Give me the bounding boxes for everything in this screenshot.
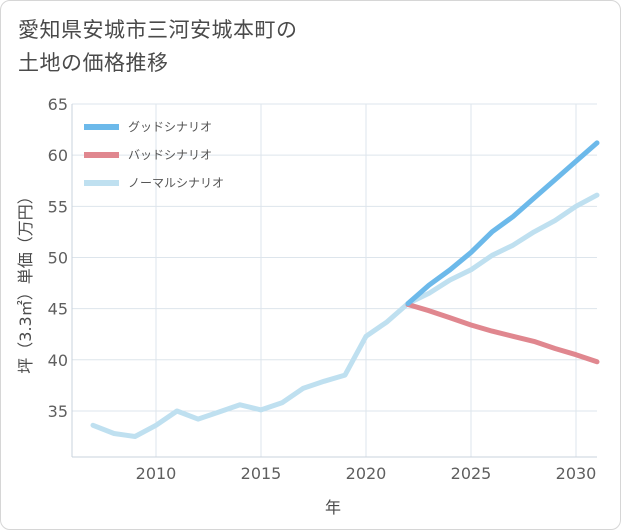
series-line-1 (405, 302, 600, 365)
chart-title: 愛知県安城市三河安城本町の 土地の価格推移 (18, 14, 298, 80)
y-tick-label: 40 (48, 351, 68, 370)
series (90, 140, 600, 439)
grid (72, 103, 597, 457)
y-tick-label: 35 (48, 402, 68, 421)
x-tick-label: 2025 (451, 464, 492, 483)
y-axis-label: 坪（3.3㎡）単価（万円） (16, 188, 35, 373)
chart-title-line-2: 土地の価格推移 (18, 51, 169, 75)
legend-label: バッドシナリオ (128, 148, 212, 162)
x-tick-label: 2030 (556, 464, 597, 483)
axes: 35 40 45 50 55 60 65 2010 2015 2020 2025 2030 (48, 95, 597, 483)
chart-title-line-1: 愛知県安城市三河安城本町の (18, 18, 298, 42)
series-line-2 (90, 192, 600, 439)
y-tick-label: 65 (48, 95, 68, 114)
series-line-0 (405, 140, 600, 306)
x-tick-label: 2020 (346, 464, 387, 483)
x-tick-label: 2010 (136, 464, 177, 483)
y-tick-label: 50 (48, 248, 68, 267)
y-tick-label: 45 (48, 300, 68, 319)
x-axis-label: 年 (325, 498, 341, 517)
x-tick-label: 2015 (241, 464, 282, 483)
legend-label: ノーマルシナリオ (128, 176, 224, 190)
y-tick-label: 60 (48, 146, 68, 165)
legend-label: グッドシナリオ (128, 120, 212, 134)
y-tick-label: 55 (48, 197, 68, 216)
